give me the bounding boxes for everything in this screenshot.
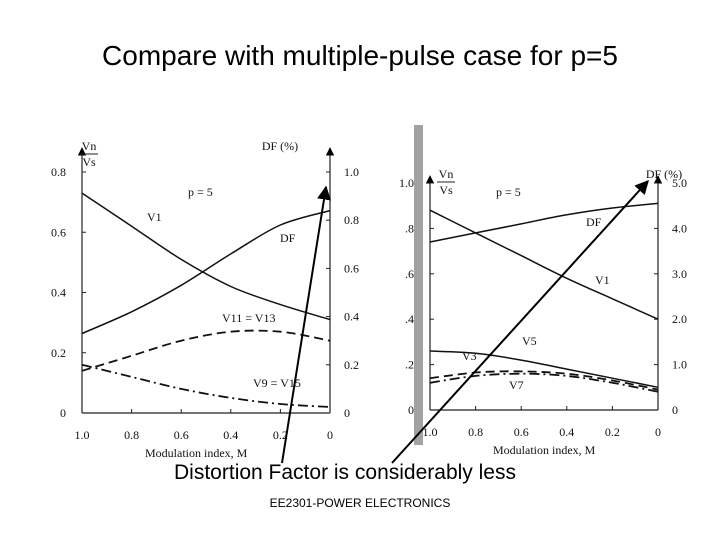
left-axis-label-bottom: Vs [82, 155, 96, 169]
left-tick-label: .8 [405, 221, 414, 235]
x-tick-label: 0 [327, 428, 333, 442]
footer: EE2301-POWER ELECTRONICS [269, 496, 451, 510]
x-tick-label: 1.0 [423, 425, 438, 439]
series-line-v11-v13 [81, 329, 331, 372]
x-tick-label: 0.8 [124, 428, 139, 442]
series-line-df [429, 202, 659, 243]
right-tick-label: 0.2 [344, 358, 359, 372]
left-tick-label: 0 [60, 406, 66, 420]
caption: Distortion Factor is considerably less [174, 461, 516, 484]
right-tick-label: 3.0 [672, 267, 687, 281]
left-axis-label-top: Vn [439, 167, 454, 181]
chart-annotation: p = 5 [496, 185, 521, 199]
series-label-v3: V3 [462, 349, 477, 363]
series-line-v9-v15 [81, 363, 331, 408]
right-tick-label: 1.0 [344, 165, 359, 179]
slide-title: Compare with multiple-pulse case for p=5 [102, 40, 618, 71]
right-tick-label: 0.8 [344, 213, 359, 227]
x-tick-label: 0.6 [514, 425, 529, 439]
right-axis-label: DF (%) [646, 167, 682, 181]
right-tick-label: 0.6 [344, 261, 359, 275]
right-tick-label: 2.0 [672, 312, 687, 326]
right-tick-label: 5.0 [672, 176, 687, 190]
x-axis-label: Modulation index, M [493, 443, 596, 457]
chart-annotation: p = 5 [188, 185, 213, 199]
series-line-v1 [81, 192, 331, 321]
x-tick-label: 1.0 [75, 428, 90, 442]
left-tick-label: .6 [405, 267, 414, 281]
right-tick-label: 0.4 [344, 310, 359, 324]
series-label-v1: V1 [147, 210, 162, 224]
left-tick-label: 0.6 [51, 225, 66, 239]
x-axis-label: Modulation index, M [145, 446, 248, 460]
series-line-v1 [429, 209, 659, 320]
x-tick-label: 0.8 [468, 425, 483, 439]
caption-arrow-left [281, 185, 331, 464]
series-label-df: DF [280, 231, 296, 245]
series-line-df [81, 209, 331, 335]
series-line-v3 [429, 370, 659, 391]
right-tick-label: 0 [672, 403, 678, 417]
series-label-v7: V7 [509, 378, 524, 392]
caption-arrow-right [391, 179, 649, 464]
left-axis-label-top: Vn [82, 139, 97, 153]
left-tick-label: 0.4 [51, 286, 66, 300]
x-tick-label: 0.4 [223, 428, 238, 442]
scan-edge [414, 125, 423, 445]
series-label-v9-v15: V9 = V15 [253, 376, 301, 390]
series-line-v5 [429, 350, 659, 389]
series-label-v5: V5 [522, 334, 537, 348]
chart-left: 1.0 0.8 0.6 0.4 0.2 000.20.40.60.800.20.40.60… [51, 139, 359, 460]
series-label-v1: V1 [595, 273, 610, 287]
x-tick-label: 0.2 [605, 425, 620, 439]
left-tick-label: 0.8 [51, 165, 66, 179]
right-axis-label: DF (%) [262, 139, 298, 153]
chart-right: 1.0 0.8 0.6 0.4 0.2 00.2.4.6.81.001.02.03.04.… [399, 167, 687, 457]
x-tick-label: 0 [655, 425, 661, 439]
x-tick-label: 0.2 [273, 428, 288, 442]
right-tick-label: 4.0 [672, 221, 687, 235]
left-tick-label: .2 [405, 358, 414, 372]
x-tick-label: 0.4 [559, 425, 574, 439]
left-tick-label: 1.0 [399, 176, 414, 190]
left-axis-label-bottom: Vs [439, 183, 453, 197]
series-label-df: DF [586, 215, 602, 229]
series-label-v11-v13: V11 = V13 [222, 311, 275, 325]
right-tick-label: 0 [344, 406, 350, 420]
left-tick-label: .4 [405, 312, 414, 326]
left-tick-label: 0 [408, 403, 414, 417]
left-tick-label: 0.2 [51, 346, 66, 360]
x-tick-label: 0.6 [174, 428, 189, 442]
right-tick-label: 1.0 [672, 358, 687, 372]
